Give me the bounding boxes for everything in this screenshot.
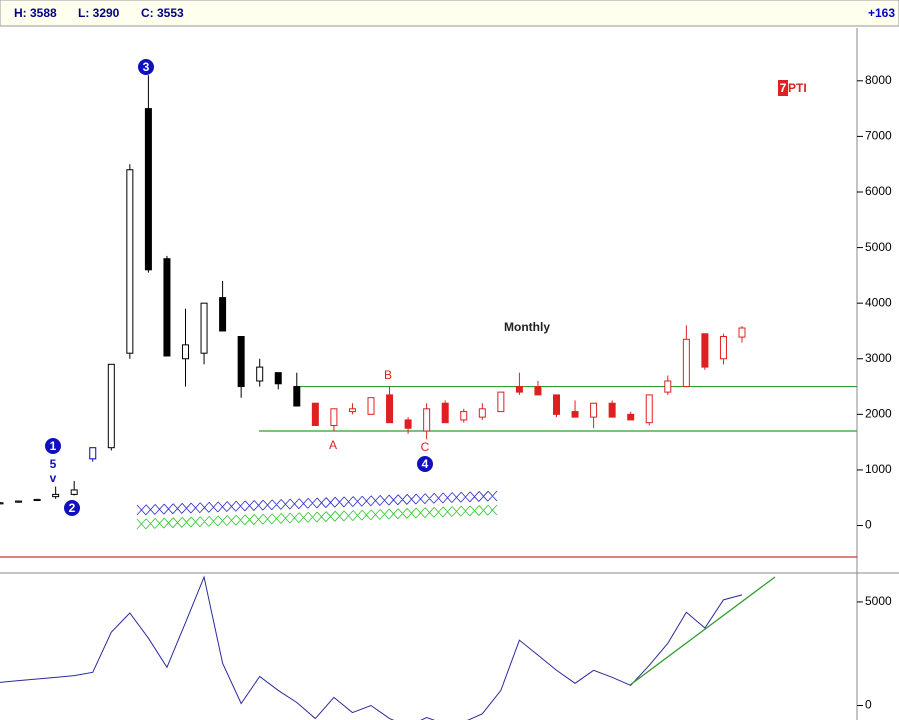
- price-panel: 0 1000 2000 3000 4000 5000 6000 7000 8000: [0, 73, 892, 532]
- wave-circle: [138, 59, 154, 75]
- candle-body: [497, 391, 505, 413]
- candle-body: [52, 493, 60, 498]
- candle-body: [0, 502, 4, 505]
- candle-body: [627, 413, 635, 421]
- candle-body: [163, 258, 171, 357]
- pattern: [136, 490, 498, 530]
- header-bar: [0, 0, 899, 27]
- candle-body: [590, 402, 598, 418]
- candle-body: [478, 408, 486, 418]
- candle-body: [515, 386, 523, 393]
- candle-body: [367, 397, 375, 415]
- symbol-label: 7: [780, 81, 787, 95]
- candle-body: [719, 336, 727, 360]
- indicator-line: [0, 575, 743, 720]
- candle-body: [293, 386, 301, 407]
- wave-label: 4: [422, 457, 429, 471]
- candle-body: [664, 380, 672, 393]
- candle-body: [404, 419, 412, 429]
- candle-body: [311, 402, 319, 426]
- candle-body: [219, 297, 227, 332]
- wave-label: 2: [69, 501, 76, 515]
- y-tick-label: 1000: [865, 462, 892, 476]
- y-tick-label: 4000: [865, 295, 892, 309]
- candle-body: [274, 372, 282, 385]
- candle-body: [237, 336, 245, 388]
- y-tick-label: 0: [865, 698, 872, 712]
- candle-body: [200, 302, 208, 354]
- candle-body: [682, 338, 690, 388]
- y-tick-label: 8000: [865, 73, 892, 87]
- candle-body: [348, 408, 356, 413]
- y-tick-label: 3000: [865, 351, 892, 365]
- wave-label: C: [421, 440, 430, 454]
- candle-body: [33, 498, 41, 502]
- candle-body: [182, 344, 189, 360]
- candle-body: [608, 402, 616, 418]
- y-tick-label: 0: [865, 518, 872, 532]
- y-tick-label: 2000: [865, 407, 892, 421]
- candle-body: [144, 108, 152, 271]
- y-tick-label: 6000: [865, 184, 892, 198]
- candle-body: [107, 363, 115, 449]
- candle-body: [15, 500, 23, 503]
- wave-label: v: [50, 471, 57, 485]
- wave-label: B: [384, 368, 392, 382]
- wave-circle: [45, 438, 61, 454]
- candle-body: [126, 169, 134, 354]
- wave-circle: [64, 500, 80, 516]
- y-tick-label: 5000: [865, 594, 892, 608]
- candle-body: [89, 447, 97, 460]
- candle-body: [553, 394, 560, 415]
- candle-body: [571, 411, 579, 418]
- pattern-lines: [136, 504, 498, 530]
- candle-body: [386, 394, 394, 424]
- header-low: L: 3290: [78, 6, 120, 20]
- pattern-lines: [136, 490, 498, 516]
- period-label: Monthly: [504, 320, 550, 334]
- wave-label: A: [329, 438, 337, 452]
- candle-body: [256, 366, 264, 382]
- trend-line: [629, 576, 776, 686]
- candle-body: [70, 489, 78, 495]
- candle-body: [645, 394, 653, 424]
- wave-label: 1: [50, 439, 57, 453]
- symbol-box: [778, 80, 788, 96]
- candle-body: [441, 402, 449, 424]
- header-change: +163: [868, 6, 895, 20]
- y-tick-label: 5000: [865, 240, 892, 254]
- wave-circle: [417, 456, 433, 472]
- candle-body: [423, 408, 431, 432]
- y-tick-label: 7000: [865, 129, 892, 143]
- wave-label: 5: [50, 457, 57, 471]
- candle-body: [460, 411, 468, 421]
- symbol-label: PTI: [788, 81, 807, 95]
- candle-body: [701, 333, 709, 368]
- wave-label: 3: [143, 60, 150, 74]
- candle-body: [330, 408, 338, 426]
- candle-body: [738, 327, 746, 338]
- header-high: H: 3588: [14, 6, 57, 20]
- wave-labels: 1 5 v 2 3 4 A B C Monthly 7 PTI: [45, 59, 807, 516]
- header-close: C: 3553: [141, 6, 184, 20]
- indicator-panel: [0, 575, 743, 720]
- candle-body: [534, 386, 542, 396]
